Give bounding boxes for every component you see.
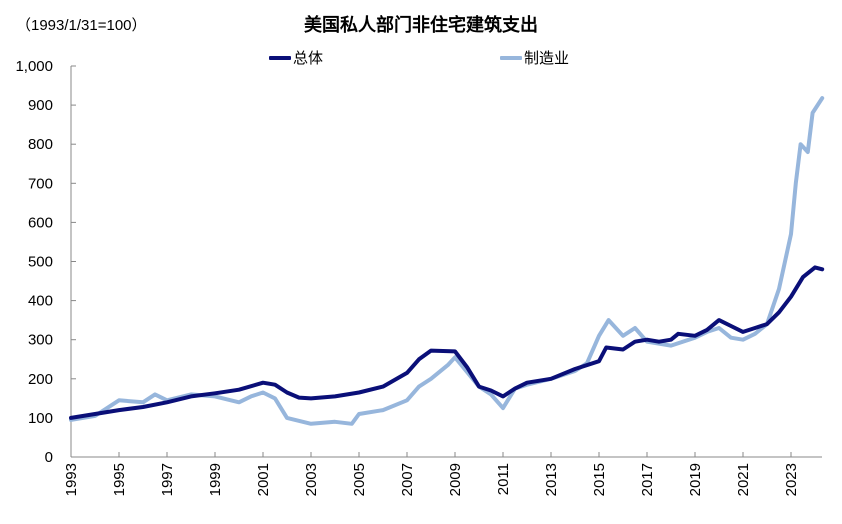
x-tick-label: 1999	[207, 463, 224, 496]
legend-label-total: 总体	[293, 50, 324, 67]
y-tick-label: 600	[28, 214, 53, 231]
y-tick-label: 500	[28, 254, 53, 271]
x-tick-label: 2019	[687, 463, 704, 496]
chart-subtitle: （1993/1/31=100）	[16, 17, 147, 34]
x-tick-label: 2011	[495, 463, 512, 495]
x-tick-label: 1995	[111, 463, 128, 496]
y-tick-label: 0	[45, 449, 53, 466]
chart-title: 美国私人部门非住宅建筑支出	[304, 15, 538, 35]
series-group	[69, 96, 825, 426]
y-tick-label: 1,000	[15, 58, 53, 75]
series-line-total	[69, 265, 825, 420]
y-tick-label: 900	[28, 97, 53, 114]
y-tick-label: 200	[28, 371, 53, 388]
y-tick-label: 800	[28, 136, 53, 153]
y-tick-label: 400	[28, 293, 53, 310]
x-tick-label: 1997	[159, 463, 176, 496]
x-tick-label: 2003	[303, 463, 320, 496]
legend-item-manufacturing: 制造业	[500, 47, 569, 68]
legend-item-total: 总体	[269, 47, 323, 68]
x-tick-label: 2015	[591, 463, 608, 496]
y-tick-label: 100	[28, 410, 53, 427]
x-tick-label: 2007	[399, 463, 416, 496]
x-tick-label: 2021	[735, 463, 752, 496]
x-tick-label: 2001	[255, 463, 272, 496]
x-tick-label: 2005	[351, 463, 368, 496]
x-tick-label: 2009	[447, 463, 464, 496]
x-tick-label: 2023	[783, 463, 800, 496]
series-line-manufacturing	[69, 96, 825, 426]
y-tick-label: 300	[28, 332, 53, 349]
legend-label-manufacturing: 制造业	[524, 50, 570, 67]
axes: 0 100 200 300 400 500 600 700 800 900 1,000 1993 199…	[15, 58, 822, 496]
legend-swatch-total	[269, 55, 291, 60]
x-tick-label: 2013	[543, 463, 560, 496]
x-tick-label: 1993	[63, 463, 80, 496]
y-tick-label: 700	[28, 175, 53, 192]
legend-swatch-manufacturing	[500, 55, 522, 60]
x-tick-label: 2017	[639, 463, 656, 496]
